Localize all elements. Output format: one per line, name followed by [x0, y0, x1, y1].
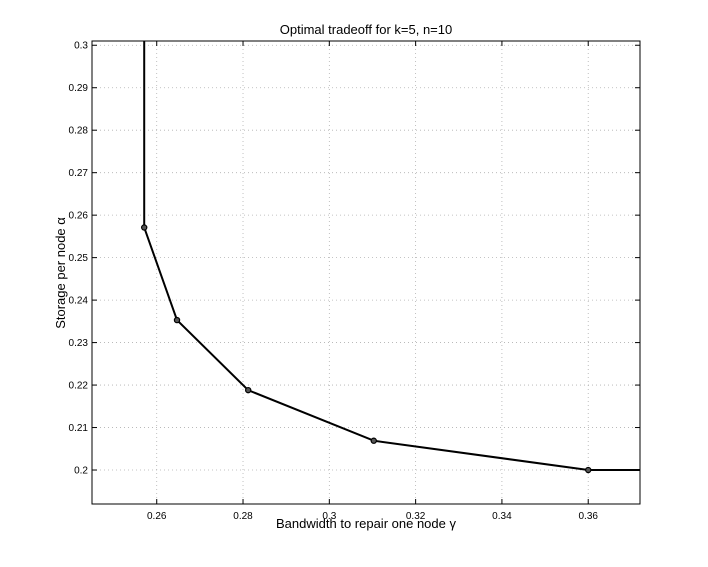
tradeoff-points	[141, 224, 592, 474]
y-tick-label: 0.21	[69, 423, 89, 434]
data-point	[173, 316, 181, 324]
y-axis-label: Storage per node α	[53, 217, 68, 329]
x-tick-label: 0.3	[322, 511, 336, 522]
x-tick-label: 0.36	[578, 511, 598, 522]
data-point	[245, 386, 252, 394]
x-tick-label: 0.32	[406, 511, 426, 522]
x-axis: 0.26 0.28 0.3 0.32 0.34 0.36	[147, 41, 598, 522]
x-tick-label: 0.34	[492, 511, 512, 522]
y-tick-label: 0.2	[74, 466, 88, 477]
y-tick-label: 0.3	[74, 41, 88, 52]
x-tick-label: 0.28	[233, 511, 253, 522]
y-tick-label: 0.29	[69, 83, 89, 94]
data-point	[141, 224, 148, 231]
chart-title: Optimal tradeoff for k=5, n=10	[280, 22, 452, 37]
y-tick-label: 0.26	[69, 211, 89, 222]
data-point	[585, 466, 592, 474]
x-axis-label: Bandwidth to repair one node γ	[276, 516, 456, 531]
y-tick-label: 0.23	[69, 338, 89, 349]
y-tick-label: 0.28	[69, 126, 89, 137]
y-tick-label: 0.27	[69, 168, 89, 179]
x-tick-label: 0.26	[147, 511, 167, 522]
y-tick-label: 0.24	[69, 296, 89, 307]
data-point	[370, 437, 377, 444]
tradeoff-curve	[143, 41, 640, 472]
grid	[92, 41, 640, 504]
y-axis: 0.2 0.21 0.22 0.23 0.24 0.25 0.26 0.27 0.28 0.29 0…	[69, 41, 640, 477]
plot-frame	[91, 40, 641, 505]
y-tick-label: 0.25	[69, 253, 89, 264]
y-tick-label: 0.22	[69, 381, 89, 392]
